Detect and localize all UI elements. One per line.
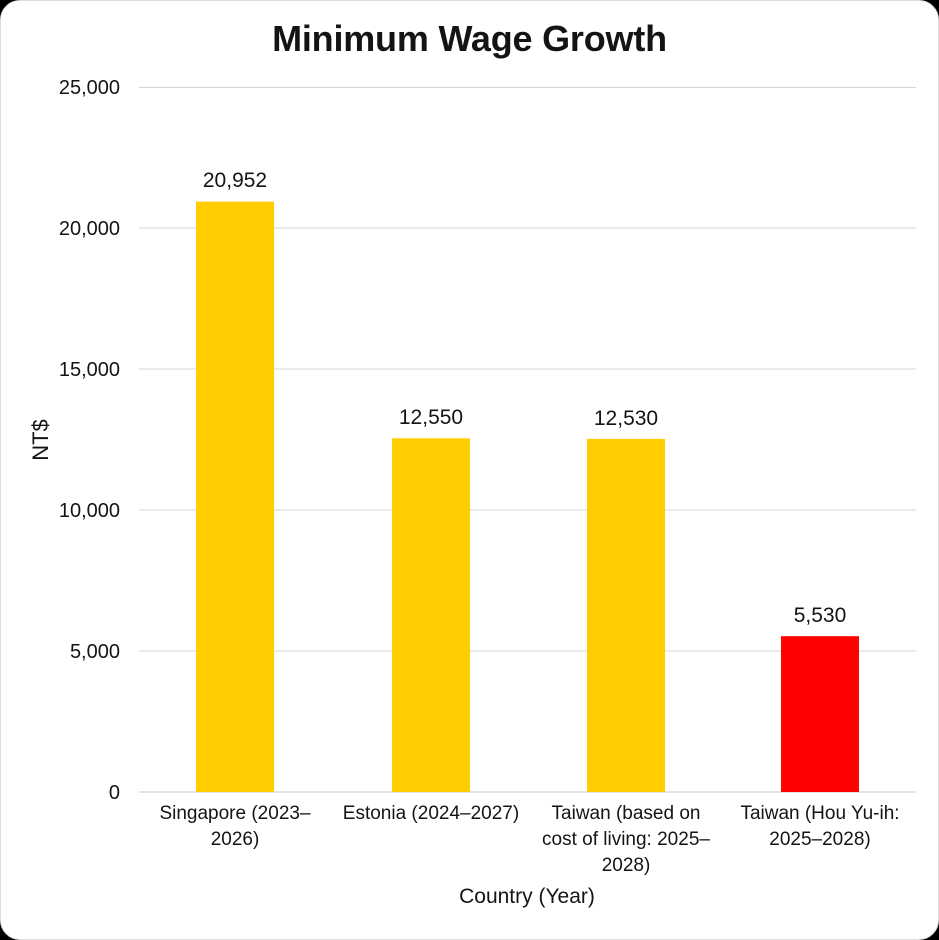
svg-text:Taiwan (based on: Taiwan (based on	[552, 803, 701, 824]
svg-text:15,000: 15,000	[59, 359, 120, 381]
svg-text:12,530: 12,530	[594, 407, 658, 430]
svg-text:12,550: 12,550	[399, 406, 463, 429]
svg-text:Singapore (2023–: Singapore (2023–	[159, 803, 310, 824]
svg-text:10,000: 10,000	[59, 500, 120, 522]
svg-text:Estonia (2024–2027): Estonia (2024–2027)	[343, 803, 519, 824]
svg-text:cost of living: 2025–: cost of living: 2025–	[542, 829, 710, 850]
svg-text:Taiwan (Hou Yu-ih:: Taiwan (Hou Yu-ih:	[740, 803, 899, 824]
svg-text:2026): 2026)	[211, 829, 260, 850]
svg-text:20,000: 20,000	[59, 218, 120, 240]
svg-text:NT$: NT$	[28, 419, 53, 461]
svg-text:25,000: 25,000	[59, 77, 120, 99]
svg-text:2025–2028): 2025–2028)	[769, 829, 870, 850]
svg-text:5,000: 5,000	[70, 641, 120, 663]
svg-text:20,952: 20,952	[203, 169, 267, 192]
svg-text:2028): 2028)	[602, 855, 651, 876]
svg-text:5,530: 5,530	[794, 604, 847, 627]
svg-text:Country (Year): Country (Year)	[459, 885, 595, 908]
svg-text:0: 0	[109, 782, 120, 804]
